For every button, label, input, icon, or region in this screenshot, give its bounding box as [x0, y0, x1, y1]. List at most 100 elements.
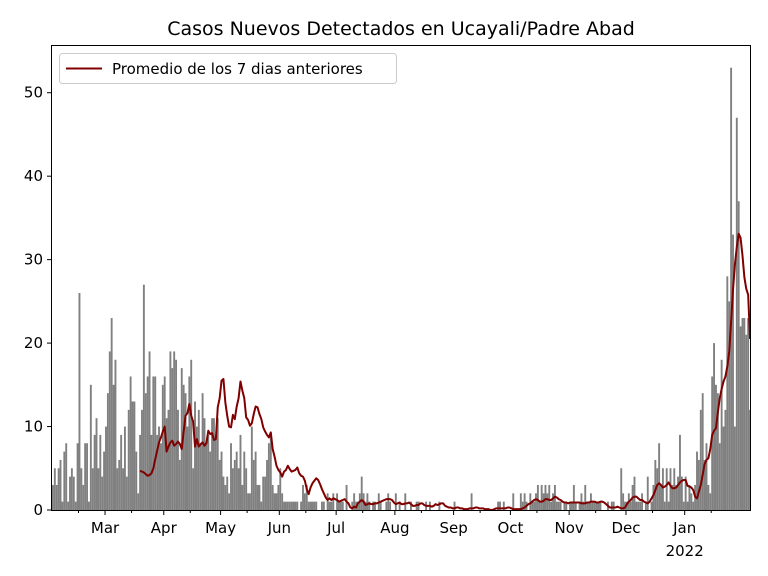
- case-bar: [544, 484, 547, 510]
- case-bar: [158, 426, 160, 510]
- case-bar: [715, 384, 717, 510]
- case-bar: [197, 409, 200, 510]
- case-bar: [201, 393, 204, 510]
- case-bar: [555, 501, 558, 510]
- case-bar: [57, 468, 60, 510]
- case-bar: [671, 484, 674, 510]
- case-bar: [552, 493, 554, 510]
- case-bar: [91, 468, 94, 510]
- case-bar: [591, 501, 594, 510]
- case-bar: [529, 493, 532, 510]
- case-bar: [254, 451, 257, 510]
- case-bar: [593, 501, 596, 510]
- case-bar: [385, 501, 388, 510]
- case-bar: [739, 326, 742, 510]
- x-tick-label: Jan: [672, 519, 696, 537]
- case-bar: [565, 501, 568, 510]
- case-bar: [538, 501, 541, 510]
- case-bar: [86, 443, 88, 510]
- case-bar: [372, 501, 375, 510]
- case-bar: [580, 493, 583, 510]
- y-tick-label: 20: [24, 334, 43, 352]
- case-bar: [264, 476, 267, 510]
- case-bar: [730, 67, 733, 510]
- case-bar: [226, 476, 229, 510]
- case-bar: [336, 493, 339, 510]
- case-bar: [281, 493, 284, 510]
- case-bar: [250, 426, 253, 510]
- case-bar: [728, 301, 731, 510]
- case-bar: [120, 434, 123, 510]
- case-bar: [356, 501, 359, 510]
- case-bar: [339, 501, 342, 510]
- case-bar: [588, 501, 590, 510]
- case-bar: [665, 468, 668, 510]
- case-bar: [231, 468, 234, 510]
- case-bar: [209, 451, 212, 510]
- case-bar: [398, 501, 401, 510]
- case-bar: [305, 484, 308, 510]
- case-bar: [550, 501, 553, 510]
- case-bar: [521, 501, 524, 510]
- y-tick-label: 10: [24, 418, 43, 436]
- case-bar: [131, 401, 134, 510]
- case-bar: [718, 443, 721, 510]
- case-bar: [586, 501, 589, 510]
- case-bar: [660, 484, 662, 510]
- case-bar: [512, 493, 515, 510]
- case-bar: [535, 493, 537, 510]
- case-bar: [747, 318, 750, 510]
- case-bar: [663, 501, 666, 510]
- case-bar: [692, 501, 695, 510]
- case-bar: [67, 501, 70, 510]
- case-bar: [680, 476, 683, 510]
- case-bar: [161, 384, 164, 510]
- case-bar: [294, 501, 297, 510]
- case-bar: [285, 501, 287, 510]
- case-bar: [646, 476, 649, 510]
- case-bar: [741, 318, 744, 510]
- x-tick-label: Jul: [326, 519, 345, 537]
- case-bar: [622, 493, 625, 510]
- case-bar: [116, 468, 119, 510]
- case-bar: [303, 493, 306, 510]
- case-bar: [635, 501, 638, 510]
- case-bar: [256, 484, 259, 510]
- case-bar: [52, 484, 54, 510]
- case-bar: [499, 501, 501, 510]
- case-bar: [173, 351, 176, 510]
- case-bar: [332, 493, 335, 510]
- series-line-rolling-average: [139, 232, 752, 511]
- case-bar: [572, 484, 575, 510]
- case-bar: [245, 468, 248, 510]
- case-bar: [74, 501, 77, 510]
- case-bar: [597, 501, 600, 510]
- case-bar: [684, 476, 687, 510]
- case-bar: [110, 318, 113, 510]
- y-tick-label: 30: [24, 251, 43, 269]
- case-bar: [652, 484, 655, 510]
- case-bar: [574, 501, 577, 510]
- x-tick-label: May: [205, 519, 236, 537]
- case-bar: [737, 201, 740, 510]
- case-bar: [296, 501, 299, 510]
- case-bar: [222, 476, 225, 510]
- legend-box: [59, 53, 397, 84]
- case-bar: [696, 451, 698, 510]
- case-bar: [682, 501, 685, 510]
- case-bar: [404, 493, 407, 510]
- case-bar: [63, 451, 66, 510]
- case-bar: [438, 501, 441, 510]
- case-bar: [557, 501, 560, 510]
- case-bar: [610, 501, 613, 510]
- case-bar: [69, 476, 71, 510]
- case-bar: [195, 426, 198, 510]
- y-tick-label: 0: [33, 501, 43, 519]
- case-bar: [95, 418, 98, 510]
- case-bar: [338, 501, 340, 510]
- case-bar: [290, 501, 293, 510]
- case-bar: [105, 426, 107, 510]
- x-tick-label: Jun: [267, 519, 291, 537]
- case-bar: [637, 501, 640, 510]
- case-bar: [661, 468, 664, 510]
